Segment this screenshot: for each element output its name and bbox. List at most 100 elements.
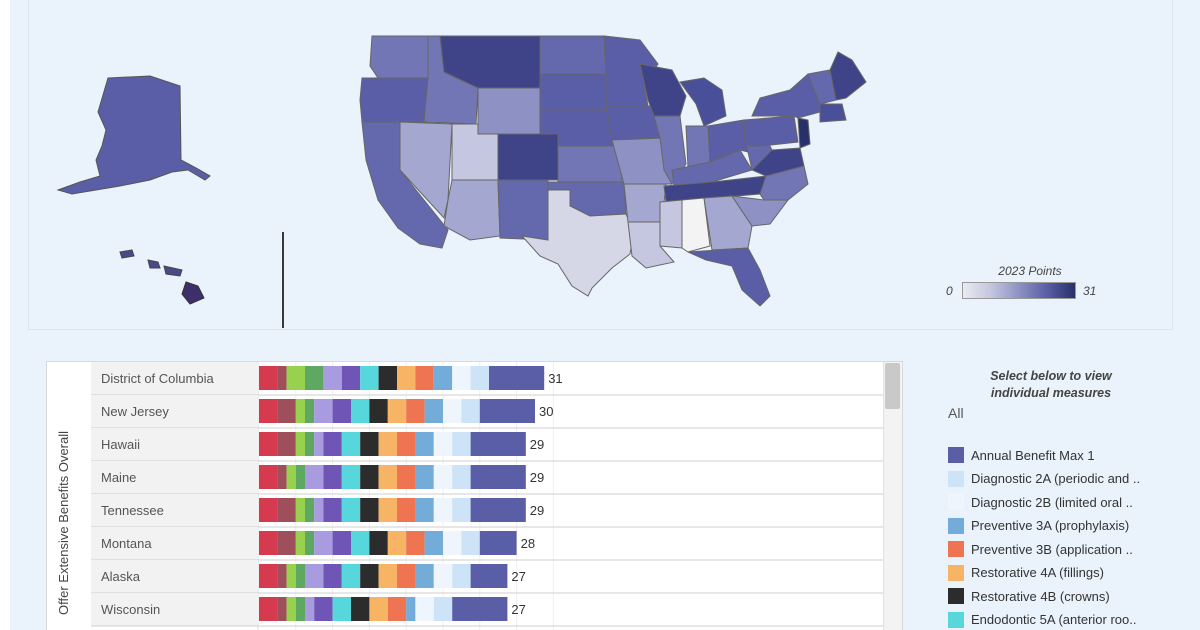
bar-segment <box>277 432 296 456</box>
bar-segment <box>295 597 305 621</box>
bar-segment <box>433 465 453 489</box>
state-illinois[interactable] <box>653 115 687 185</box>
bar-segment <box>351 597 370 621</box>
bar-segment <box>259 399 278 423</box>
legend-swatch <box>948 494 964 510</box>
bar-segment <box>259 366 278 390</box>
color-scale-title: 2023 Points <box>998 264 1062 278</box>
legend-all-option[interactable]: All <box>948 405 964 421</box>
bar-segment <box>461 399 480 423</box>
state-hawaii-island-1[interactable] <box>119 249 135 259</box>
bar-segment <box>433 498 453 522</box>
row-label-cell <box>91 428 258 461</box>
legend-item[interactable]: Restorative 4A (fillings) <box>948 563 1160 583</box>
bar-segment <box>286 366 305 390</box>
legend-item[interactable]: Diagnostic 2A (periodic and .. <box>948 469 1160 489</box>
bar-segment <box>489 366 545 390</box>
bar-segment <box>305 597 315 621</box>
bar-segment <box>360 498 379 522</box>
row-axis-title: Offer Extensive Benefits Overall <box>56 430 71 615</box>
us-choropleth-map[interactable] <box>0 0 1200 340</box>
bar-segment <box>397 564 416 588</box>
legend-label: Restorative 4B (crowns) <box>971 588 1110 604</box>
color-scale-min: 0 <box>946 284 953 298</box>
legend-swatch <box>948 541 964 557</box>
color-scale-bar <box>962 282 1076 299</box>
row-label: New Jersey <box>101 404 169 419</box>
state-alaska[interactable] <box>56 75 211 195</box>
bar-segment <box>323 498 342 522</box>
chart-scrollbar[interactable] <box>883 362 902 630</box>
bar-segment <box>443 399 462 423</box>
bar-segment <box>314 399 333 423</box>
state-hawaii-island-3[interactable] <box>163 265 183 277</box>
state-texas[interactable] <box>520 189 635 297</box>
bar-segment <box>332 597 351 621</box>
state-maine[interactable] <box>829 51 867 101</box>
legend-label: Annual Benefit Max 1 <box>971 447 1095 463</box>
bar-segment <box>295 564 305 588</box>
legend-item[interactable]: Endodontic 5A (anterior roo.. <box>948 610 1160 630</box>
bar-segment <box>314 531 333 555</box>
row-label: Hawaii <box>101 437 140 452</box>
legend-item[interactable]: Diagnostic 2B (limited oral .. <box>948 492 1160 512</box>
legend-swatch <box>948 470 964 487</box>
legend-item[interactable]: Preventive 3A (prophylaxis) <box>948 516 1160 536</box>
bar-total-label: 29 <box>530 437 544 452</box>
bar-segment <box>452 498 471 522</box>
chart-scrollbar-thumb[interactable] <box>885 363 900 409</box>
bar-segment <box>323 465 342 489</box>
bar-segment <box>360 432 379 456</box>
row-label-cell <box>91 593 258 626</box>
bar-segment <box>351 531 370 555</box>
bar-segment <box>314 597 333 621</box>
bar-segment <box>295 498 305 522</box>
legend-swatch <box>948 611 964 628</box>
bar-segment <box>443 531 462 555</box>
legend-label: Diagnostic 2B (limited oral .. <box>971 494 1133 510</box>
bar-segment <box>259 465 278 489</box>
bar-segment <box>452 564 471 588</box>
bar-total-label: 31 <box>548 371 562 386</box>
measure-legend: Select below to view individual measures… <box>940 360 1160 630</box>
state-massachusetts-ct[interactable] <box>819 103 847 123</box>
legend-item[interactable]: Restorative 4B (crowns) <box>948 586 1160 606</box>
bar-segment <box>433 564 453 588</box>
state-georgia[interactable] <box>703 195 753 251</box>
bar-segment <box>360 465 379 489</box>
state-minnesota[interactable] <box>603 35 659 107</box>
bar-segment <box>470 366 489 390</box>
state-hawaii-island-2[interactable] <box>147 259 161 269</box>
bar-segment <box>470 564 508 588</box>
bar-segment <box>378 366 397 390</box>
bar-segment <box>286 564 296 588</box>
bar-segment <box>360 564 379 588</box>
bar-segment <box>387 399 407 423</box>
state-nevada[interactable] <box>399 121 453 220</box>
bar-segment <box>424 531 443 555</box>
bar-segment <box>397 366 416 390</box>
state-alabama[interactable] <box>681 197 711 253</box>
legend-swatch <box>948 588 964 604</box>
state-pennsylvania[interactable] <box>743 115 799 147</box>
bar-total-label: 29 <box>530 470 544 485</box>
bar-segment <box>406 399 425 423</box>
state-ohio[interactable] <box>707 119 749 163</box>
bar-segment <box>341 564 361 588</box>
cursor-indicator <box>282 232 284 328</box>
legend-item[interactable]: Annual Benefit Max 1 <box>948 445 1160 465</box>
state-hawaii-island-4[interactable] <box>181 281 205 305</box>
bar-segment <box>470 465 526 489</box>
state-michigan[interactable] <box>679 77 727 127</box>
state-florida[interactable] <box>687 247 771 307</box>
bar-segment <box>305 432 315 456</box>
state-new-jersey[interactable] <box>797 117 811 149</box>
bar-segment <box>323 564 342 588</box>
state-south-carolina[interactable] <box>730 195 789 227</box>
legend-item[interactable]: Preventive 3B (application .. <box>948 539 1160 559</box>
bar-segment <box>259 531 278 555</box>
bar-total-label: 28 <box>521 536 535 551</box>
row-label-cell <box>91 560 258 593</box>
bar-segment <box>479 399 535 423</box>
